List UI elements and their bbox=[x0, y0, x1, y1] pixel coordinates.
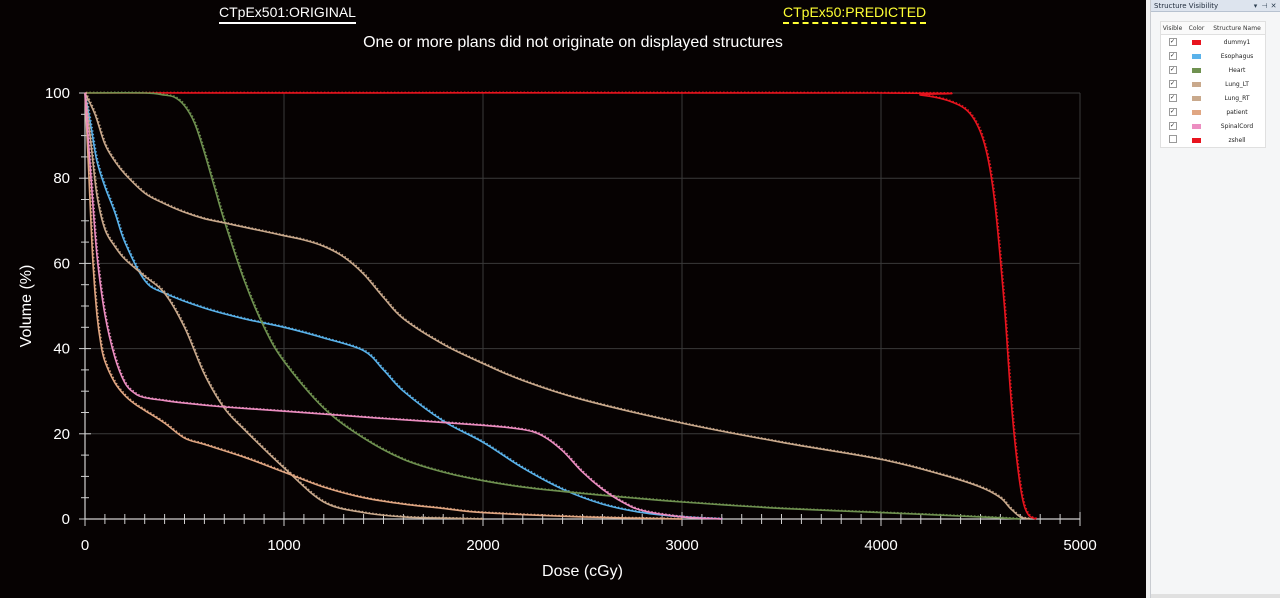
dvh-line-spinalcord-predicted bbox=[85, 92, 723, 520]
structure-color-cell bbox=[1184, 123, 1209, 129]
structure-color-cell bbox=[1184, 67, 1209, 73]
structure-color-cell bbox=[1184, 137, 1209, 143]
structure-name: Lung_LT bbox=[1225, 80, 1249, 88]
dvh-line-patient-predicted bbox=[85, 92, 684, 520]
structure-visible-cell: ✓ bbox=[1161, 108, 1184, 116]
panel-pin-icon[interactable]: ⊣ bbox=[1261, 1, 1268, 10]
structure-row[interactable]: ✓ Esophagus bbox=[1161, 49, 1265, 63]
structure-color-swatch[interactable] bbox=[1192, 123, 1201, 129]
structure-name: patient bbox=[1226, 108, 1248, 116]
structure-name: zshell bbox=[1228, 136, 1246, 144]
structure-visible-checkbox[interactable]: ✓ bbox=[1168, 94, 1177, 102]
structure-color-cell bbox=[1184, 109, 1209, 115]
structure-color-swatch[interactable] bbox=[1192, 67, 1201, 73]
structure-color-swatch[interactable] bbox=[1192, 137, 1201, 143]
structure-table: Visible Color Structure Name ✓ dummy1 ✓ Eso… bbox=[1160, 21, 1266, 148]
column-header-structure-name[interactable]: Structure Name bbox=[1213, 24, 1261, 32]
structure-visible-checkbox[interactable] bbox=[1168, 135, 1177, 143]
panel-close-icon[interactable]: ✕ bbox=[1270, 1, 1277, 10]
panel-header: Structure Visibility ▾ ⊣ ✕ bbox=[1151, 0, 1280, 12]
panel-scrollbar[interactable] bbox=[1151, 594, 1280, 598]
structure-visible-checkbox[interactable]: ✓ bbox=[1168, 122, 1177, 130]
column-header-color[interactable]: Color bbox=[1188, 24, 1205, 32]
dvh-line-lung-lt-original bbox=[84, 92, 484, 520]
dvh-line-lung-lt-predicted bbox=[85, 92, 485, 520]
x-tick-label: 5000 bbox=[1063, 537, 1096, 554]
structure-name: Esophagus bbox=[1220, 52, 1254, 60]
y-tick-label: 100 bbox=[45, 85, 70, 102]
structure-row[interactable]: ✓ patient bbox=[1161, 105, 1265, 119]
structure-visible-checkbox[interactable]: ✓ bbox=[1168, 52, 1177, 60]
dvh-line-lung-rt-original bbox=[84, 92, 1031, 520]
predicted-plan-legend[interactable]: CTpEx50:PREDICTED bbox=[783, 4, 927, 24]
structure-color-swatch[interactable] bbox=[1192, 95, 1201, 101]
x-tick-label: 2000 bbox=[466, 537, 499, 554]
structure-color-cell bbox=[1184, 81, 1209, 87]
dvh-line-heart-original bbox=[84, 92, 1021, 520]
x-axis-title: Dose (cGy) bbox=[542, 563, 623, 580]
structure-visible-cell: ✓ bbox=[1161, 38, 1184, 46]
structure-visible-cell: ✓ bbox=[1161, 52, 1184, 60]
structure-color-swatch[interactable] bbox=[1192, 109, 1201, 115]
structure-color-cell bbox=[1184, 39, 1209, 45]
structure-visible-cell: ✓ bbox=[1161, 80, 1184, 88]
original-plan-legend[interactable]: CTpEx501:ORIGINAL bbox=[219, 4, 356, 24]
x-tick-label: 3000 bbox=[665, 537, 698, 554]
structure-visible-checkbox[interactable]: ✓ bbox=[1168, 80, 1177, 88]
y-axis-title: Volume (%) bbox=[18, 265, 35, 348]
y-tick-label: 20 bbox=[53, 426, 70, 443]
structure-visibility-panel: Structure Visibility ▾ ⊣ ✕ Visible Color… bbox=[1150, 0, 1280, 598]
y-tick-label: 80 bbox=[53, 170, 70, 187]
structure-name: Lung_RT bbox=[1224, 94, 1250, 102]
structure-color-cell bbox=[1184, 53, 1209, 59]
panel-title: Structure Visibility bbox=[1154, 1, 1219, 10]
dvh-line-spinalcord-original bbox=[84, 92, 722, 520]
structure-visible-cell: ✓ bbox=[1161, 94, 1184, 102]
x-tick-label: 0 bbox=[81, 537, 89, 554]
structure-row[interactable]: zshell bbox=[1161, 133, 1265, 147]
dvh-chart: 0 1000 2000 3000 4000 5000 0 20 40 60 80 100 Dose (c… bbox=[18, 85, 1097, 580]
column-header-visible[interactable]: Visible bbox=[1162, 24, 1183, 32]
dvh-line-dummy1-original bbox=[84, 92, 1037, 520]
structure-color-swatch[interactable] bbox=[1192, 39, 1201, 45]
structure-row[interactable]: ✓ Heart bbox=[1161, 63, 1265, 77]
structure-row[interactable]: ✓ dummy1 bbox=[1161, 35, 1265, 49]
x-tick-label: 1000 bbox=[267, 537, 300, 554]
panel-dropdown-icon[interactable]: ▾ bbox=[1253, 1, 1258, 10]
x-tick-label: 4000 bbox=[864, 537, 897, 554]
dvh-line-esophagus-original bbox=[84, 92, 722, 520]
dvh-line-lung-rt-predicted bbox=[85, 92, 1032, 520]
y-tick-label: 60 bbox=[53, 255, 70, 272]
structure-name: dummy1 bbox=[1223, 38, 1251, 46]
structure-name: Heart bbox=[1228, 66, 1246, 74]
plan-warning-message: One or more plans did not originate on d… bbox=[363, 34, 783, 51]
structure-color-swatch[interactable] bbox=[1192, 81, 1201, 87]
structure-visible-checkbox[interactable]: ✓ bbox=[1168, 66, 1177, 74]
y-tick-label: 40 bbox=[53, 341, 70, 358]
structure-color-swatch[interactable] bbox=[1192, 53, 1201, 59]
y-tick-label: 0 bbox=[62, 511, 70, 528]
dvh-line-patient-original bbox=[84, 92, 683, 520]
structure-row[interactable]: ✓ Lung_RT bbox=[1161, 91, 1265, 105]
structure-table-header: Visible Color Structure Name bbox=[1161, 22, 1265, 35]
structure-visible-cell bbox=[1161, 135, 1184, 145]
structure-row[interactable]: ✓ SpinalCord bbox=[1161, 119, 1265, 133]
structure-row[interactable]: ✓ Lung_LT bbox=[1161, 77, 1265, 91]
dvh-line-esophagus-predicted bbox=[85, 92, 723, 520]
structure-name: SpinalCord bbox=[1220, 122, 1254, 130]
structure-visible-cell: ✓ bbox=[1161, 122, 1184, 130]
structure-color-cell bbox=[1184, 95, 1209, 101]
structure-visible-checkbox[interactable]: ✓ bbox=[1168, 38, 1177, 46]
dvh-plot-area: 0 1000 2000 3000 4000 5000 0 20 40 60 80 100 Dose (c… bbox=[0, 0, 1146, 598]
structure-visible-checkbox[interactable]: ✓ bbox=[1168, 108, 1177, 116]
dvh-line-dummy1-predicted bbox=[85, 91, 1038, 520]
structure-visible-cell: ✓ bbox=[1161, 66, 1184, 74]
